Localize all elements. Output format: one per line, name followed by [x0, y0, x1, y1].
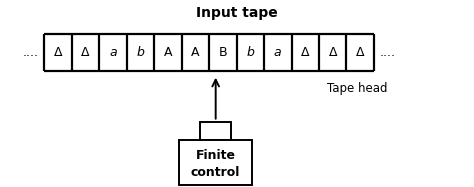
Text: Δ: Δ: [328, 46, 337, 59]
Text: ....: ....: [380, 46, 396, 59]
FancyBboxPatch shape: [179, 140, 252, 185]
Text: ....: ....: [22, 46, 38, 59]
Text: B: B: [219, 46, 227, 59]
Text: b: b: [137, 46, 144, 59]
Text: Δ: Δ: [356, 46, 365, 59]
Text: Δ: Δ: [54, 46, 62, 59]
FancyBboxPatch shape: [200, 122, 231, 140]
Text: Δ: Δ: [81, 46, 90, 59]
Text: a: a: [274, 46, 282, 59]
Text: a: a: [109, 46, 117, 59]
Text: Finite: Finite: [196, 149, 236, 162]
Text: control: control: [191, 165, 240, 179]
Text: Δ: Δ: [301, 46, 310, 59]
Text: Input tape: Input tape: [196, 6, 278, 20]
Text: A: A: [191, 46, 200, 59]
Text: A: A: [164, 46, 172, 59]
Text: Tape head: Tape head: [327, 82, 388, 95]
Text: b: b: [246, 46, 254, 59]
